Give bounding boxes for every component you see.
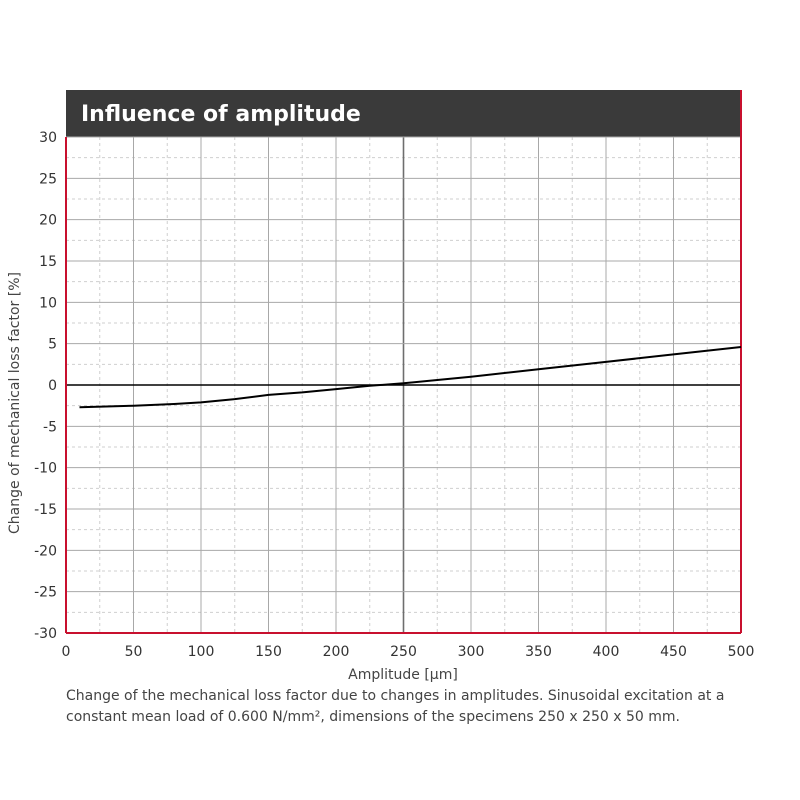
x-tick-label: 250 bbox=[390, 644, 417, 660]
x-tick-label: 200 bbox=[323, 644, 350, 660]
x-tick-label: 50 bbox=[125, 644, 143, 660]
caption-line-2: constant mean load of 0.600 N/mm², dimen… bbox=[66, 709, 680, 725]
series-layer bbox=[79, 346, 742, 409]
x-tick-label: 150 bbox=[255, 644, 282, 660]
title-band bbox=[66, 90, 741, 137]
x-tick-label: 350 bbox=[525, 644, 552, 660]
x-tick-label: 450 bbox=[660, 644, 687, 660]
x-tick-label: 100 bbox=[188, 644, 215, 660]
y-tick-label: -5 bbox=[43, 419, 57, 435]
y-tick-label: -20 bbox=[34, 543, 57, 559]
y-tick-label: 20 bbox=[39, 213, 57, 229]
grid bbox=[65, 136, 742, 634]
y-tick-label: 5 bbox=[48, 337, 57, 353]
x-tick-label: 0 bbox=[62, 644, 71, 660]
y-tick-label: 0 bbox=[48, 378, 57, 394]
x-axis-label: Amplitude [µm] bbox=[348, 667, 458, 683]
y-axis-label: Change of mechanical loss factor [%] bbox=[7, 272, 23, 534]
tick-labels: 0 50 100 150 200 250 300 350 400 450 5003025201510… bbox=[34, 130, 754, 660]
y-tick-label: -15 bbox=[34, 502, 57, 518]
plot-frame bbox=[65, 90, 742, 634]
figure-caption: Change of the mechanical loss factor due… bbox=[66, 686, 766, 728]
x-tick-label: 500 bbox=[728, 644, 755, 660]
y-tick-label: -30 bbox=[34, 626, 57, 642]
y-tick-label: -10 bbox=[34, 461, 57, 477]
caption-line-1: Change of the mechanical loss factor due… bbox=[66, 688, 725, 704]
x-tick-label: 400 bbox=[593, 644, 620, 660]
y-tick-label: 25 bbox=[39, 171, 57, 187]
y-tick-label: 10 bbox=[39, 295, 57, 311]
y-tick-label: -25 bbox=[34, 585, 57, 601]
x-tick-label: 300 bbox=[458, 644, 485, 660]
y-tick-label: 30 bbox=[39, 130, 57, 146]
y-tick-label: 15 bbox=[39, 254, 57, 270]
chart-title: Influence of amplitude bbox=[81, 102, 361, 127]
series-line bbox=[79, 346, 742, 409]
